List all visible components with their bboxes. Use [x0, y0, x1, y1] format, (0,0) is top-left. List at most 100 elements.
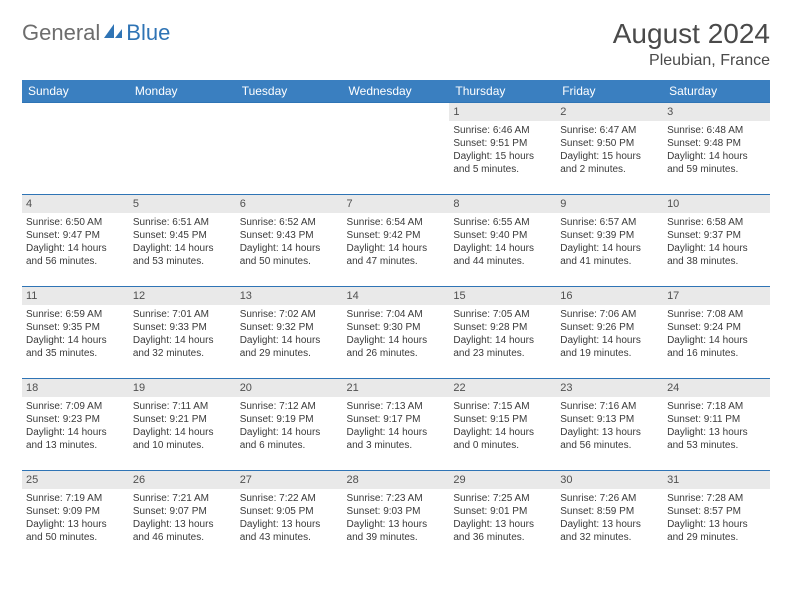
title-block: August 2024 Pleubian, France	[613, 18, 770, 70]
day-cell: 17 Sunrise: 7:08 AMSunset: 9:24 PMDayligh…	[663, 287, 770, 379]
daylight-text: Daylight: 13 hours and 29 minutes.	[667, 518, 766, 544]
daylight-text: Daylight: 14 hours and 56 minutes.	[26, 242, 125, 268]
day-number: 23	[556, 379, 663, 397]
logo-word-1: General	[22, 20, 100, 46]
sunset-text: Sunset: 9:21 PM	[133, 413, 232, 426]
sunrise-text: Sunrise: 7:01 AM	[133, 308, 232, 321]
logo-sail-icon	[102, 22, 124, 45]
sunrise-text: Sunrise: 6:46 AM	[453, 124, 552, 137]
day-number: 14	[343, 287, 450, 305]
sunset-text: Sunset: 9:45 PM	[133, 229, 232, 242]
sunset-text: Sunset: 9:26 PM	[560, 321, 659, 334]
day-cell: 13Sunrise: 7:02 AMSunset: 9:32 PMDayligh…	[236, 287, 343, 379]
sunset-text: Sunset: 8:57 PM	[667, 505, 766, 518]
day-cell: 6Sunrise: 6:52 AMSunset: 9:43 PMDaylight…	[236, 195, 343, 287]
day-number: 6	[236, 195, 343, 213]
sunrise-text: Sunrise: 7:28 AM	[667, 492, 766, 505]
sunset-text: Sunset: 9:50 PM	[560, 137, 659, 150]
daylight-text: Daylight: 14 hours and 13 minutes.	[26, 426, 125, 452]
sunset-text: Sunset: 9:19 PM	[240, 413, 339, 426]
sunset-text: Sunset: 9:42 PM	[347, 229, 446, 242]
sunset-text: Sunset: 9:30 PM	[347, 321, 446, 334]
sunrise-text: Sunrise: 6:47 AM	[560, 124, 659, 137]
sunrise-text: Sunrise: 7:22 AM	[240, 492, 339, 505]
calendar-body: 1Sunrise: 6:46 AMSunset: 9:51 PMDaylight…	[22, 103, 770, 563]
sunrise-text: Sunrise: 7:09 AM	[26, 400, 125, 413]
logo-word-2: Blue	[126, 20, 170, 46]
sunset-text: Sunset: 9:28 PM	[453, 321, 552, 334]
day-number: 1	[449, 103, 556, 121]
sunset-text: Sunset: 9:33 PM	[133, 321, 232, 334]
day-cell: 9Sunrise: 6:57 AMSunset: 9:39 PMDaylight…	[556, 195, 663, 287]
daylight-text: Daylight: 13 hours and 39 minutes.	[347, 518, 446, 544]
daylight-text: Daylight: 15 hours and 5 minutes.	[453, 150, 552, 176]
sunrise-text: Sunrise: 6:59 AM	[26, 308, 125, 321]
day-number: 17	[663, 287, 770, 305]
day-cell: 1Sunrise: 6:46 AMSunset: 9:51 PMDaylight…	[449, 103, 556, 195]
day-number: 9	[556, 195, 663, 213]
sunrise-text: Sunrise: 6:57 AM	[560, 216, 659, 229]
daylight-text: Daylight: 14 hours and 3 minutes.	[347, 426, 446, 452]
sunset-text: Sunset: 9:17 PM	[347, 413, 446, 426]
daylight-text: Daylight: 14 hours and 29 minutes.	[240, 334, 339, 360]
sunrise-text: Sunrise: 7:16 AM	[560, 400, 659, 413]
day-cell: 31Sunrise: 7:28 AMSunset: 8:57 PMDayligh…	[663, 471, 770, 563]
sunrise-text: Sunrise: 7:11 AM	[133, 400, 232, 413]
daylight-text: Daylight: 14 hours and 53 minutes.	[133, 242, 232, 268]
weekday-header: Friday	[556, 80, 663, 103]
sunrise-text: Sunrise: 7:12 AM	[240, 400, 339, 413]
sunset-text: Sunset: 9:43 PM	[240, 229, 339, 242]
sunset-text: Sunset: 9:39 PM	[560, 229, 659, 242]
sunrise-text: Sunrise: 7:25 AM	[453, 492, 552, 505]
day-number: 28	[343, 471, 450, 489]
day-cell: 27Sunrise: 7:22 AMSunset: 9:05 PMDayligh…	[236, 471, 343, 563]
sunset-text: Sunset: 9:23 PM	[26, 413, 125, 426]
day-number: 27	[236, 471, 343, 489]
day-number: 29	[449, 471, 556, 489]
day-number: 25	[22, 471, 129, 489]
day-cell: 26Sunrise: 7:21 AMSunset: 9:07 PMDayligh…	[129, 471, 236, 563]
sunrise-text: Sunrise: 6:48 AM	[667, 124, 766, 137]
day-number: 7	[343, 195, 450, 213]
location: Pleubian, France	[613, 52, 770, 70]
empty-cell	[129, 103, 236, 195]
day-cell: 23Sunrise: 7:16 AMSunset: 9:13 PMDayligh…	[556, 379, 663, 471]
day-cell: 10Sunrise: 6:58 AMSunset: 9:37 PMDayligh…	[663, 195, 770, 287]
sunset-text: Sunset: 9:32 PM	[240, 321, 339, 334]
day-cell: 2Sunrise: 6:47 AMSunset: 9:50 PMDaylight…	[556, 103, 663, 195]
day-number: 4	[22, 195, 129, 213]
day-number: 10	[663, 195, 770, 213]
daylight-text: Daylight: 13 hours and 43 minutes.	[240, 518, 339, 544]
day-cell: 20Sunrise: 7:12 AMSunset: 9:19 PMDayligh…	[236, 379, 343, 471]
header: General Blue August 2024 Pleubian, Franc…	[22, 18, 770, 70]
sunset-text: Sunset: 9:24 PM	[667, 321, 766, 334]
day-cell: 12Sunrise: 7:01 AMSunset: 9:33 PMDayligh…	[129, 287, 236, 379]
weekday-header: Sunday	[22, 80, 129, 103]
sunrise-text: Sunrise: 7:19 AM	[26, 492, 125, 505]
sunset-text: Sunset: 9:01 PM	[453, 505, 552, 518]
day-cell: 25Sunrise: 7:19 AMSunset: 9:09 PMDayligh…	[22, 471, 129, 563]
sunrise-text: Sunrise: 7:05 AM	[453, 308, 552, 321]
sunrise-text: Sunrise: 6:58 AM	[667, 216, 766, 229]
day-cell: 16Sunrise: 7:06 AMSunset: 9:26 PMDayligh…	[556, 287, 663, 379]
day-cell: 15Sunrise: 7:05 AMSunset: 9:28 PMDayligh…	[449, 287, 556, 379]
daylight-text: Daylight: 13 hours and 32 minutes.	[560, 518, 659, 544]
day-cell: 5Sunrise: 6:51 AMSunset: 9:45 PMDaylight…	[129, 195, 236, 287]
sunrise-text: Sunrise: 7:08 AM	[667, 308, 766, 321]
daylight-text: Daylight: 14 hours and 19 minutes.	[560, 334, 659, 360]
day-number: 26	[129, 471, 236, 489]
day-cell: 14Sunrise: 7:04 AMSunset: 9:30 PMDayligh…	[343, 287, 450, 379]
day-number: 24	[663, 379, 770, 397]
daylight-text: Daylight: 14 hours and 16 minutes.	[667, 334, 766, 360]
day-cell: 24Sunrise: 7:18 AMSunset: 9:11 PMDayligh…	[663, 379, 770, 471]
calendar-week-row: 18Sunrise: 7:09 AMSunset: 9:23 PMDayligh…	[22, 379, 770, 471]
day-number: 15	[449, 287, 556, 305]
daylight-text: Daylight: 14 hours and 35 minutes.	[26, 334, 125, 360]
sunrise-text: Sunrise: 7:13 AM	[347, 400, 446, 413]
daylight-text: Daylight: 14 hours and 47 minutes.	[347, 242, 446, 268]
sunrise-text: Sunrise: 7:15 AM	[453, 400, 552, 413]
day-cell: 22Sunrise: 7:15 AMSunset: 9:15 PMDayligh…	[449, 379, 556, 471]
daylight-text: Daylight: 13 hours and 53 minutes.	[667, 426, 766, 452]
day-cell: 11Sunrise: 6:59 AMSunset: 9:35 PMDayligh…	[22, 287, 129, 379]
empty-cell	[343, 103, 450, 195]
